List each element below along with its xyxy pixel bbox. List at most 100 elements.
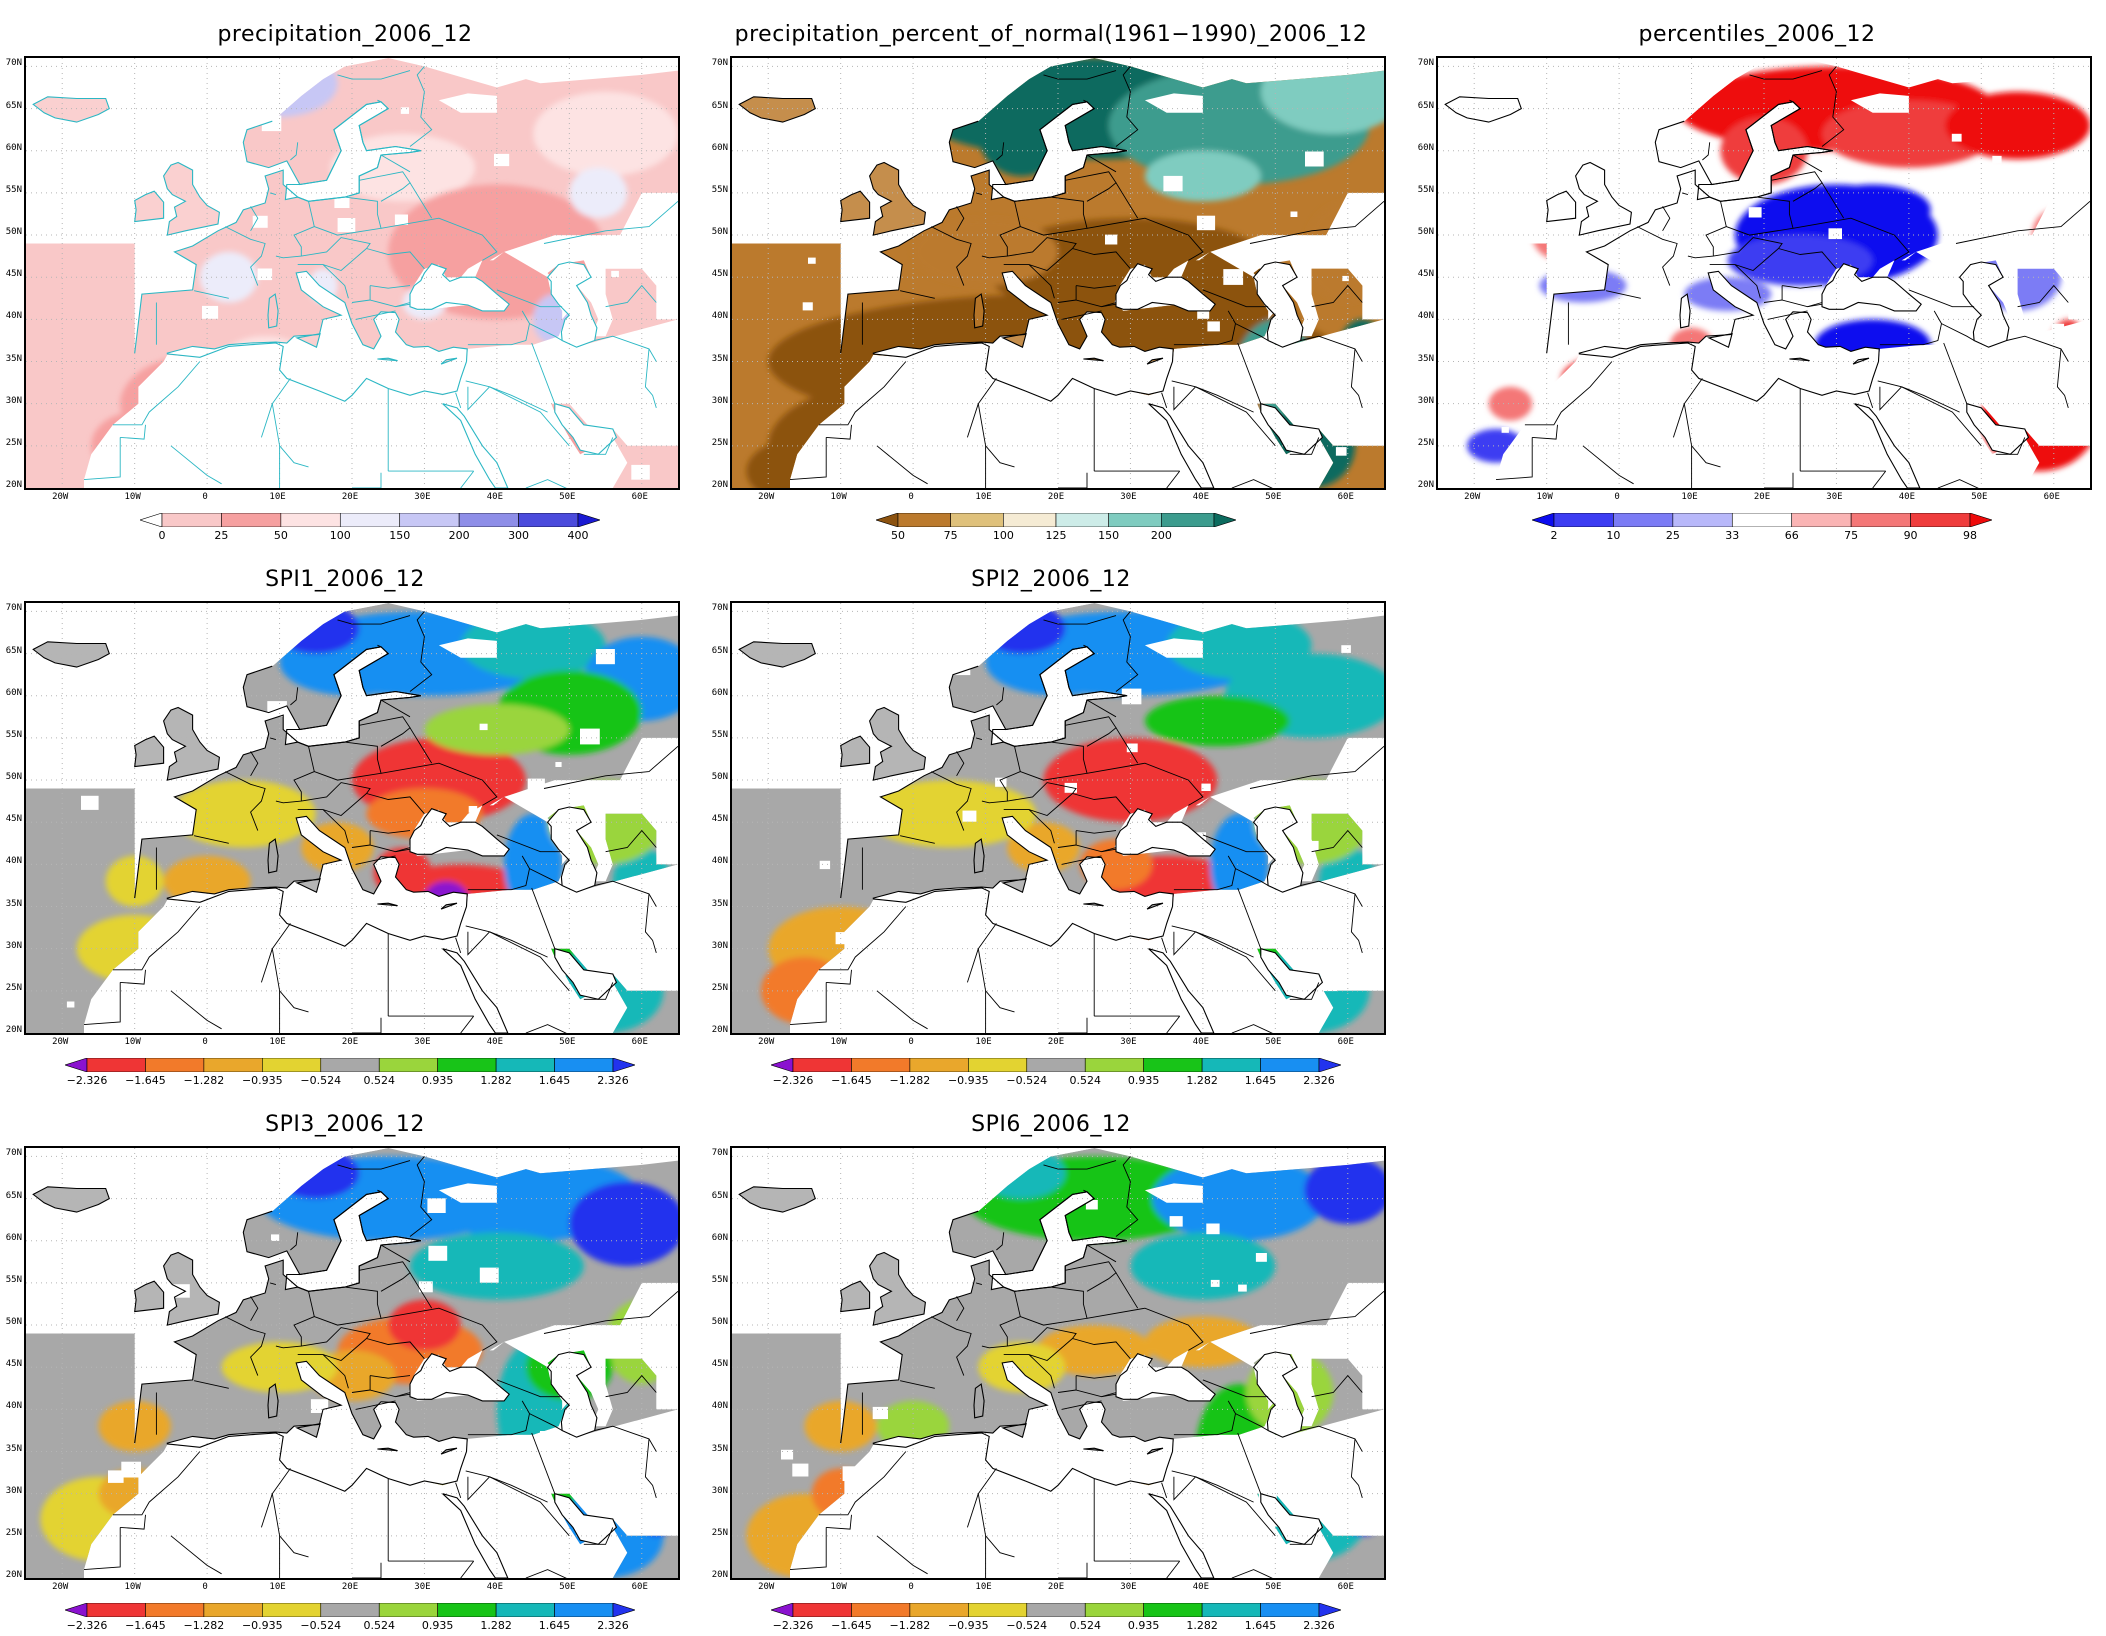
colorbar-tick-label: 75 bbox=[943, 529, 958, 542]
colorbar-swatch bbox=[1084, 1602, 1144, 1618]
no-data-cell bbox=[1105, 234, 1118, 245]
no-data-cell bbox=[1081, 896, 1097, 909]
no-data-cell bbox=[427, 1198, 446, 1213]
water-body bbox=[1438, 58, 1801, 244]
field-blob bbox=[533, 91, 678, 177]
panel-spi6: SPI6_2006_12 70N 65N 60N 55N 50N 45N 40N 35N 30N… bbox=[706, 1112, 1396, 1632]
island bbox=[268, 294, 279, 328]
no-data-cell bbox=[479, 1267, 499, 1283]
water-body bbox=[732, 603, 1095, 789]
colorbar-swatch bbox=[1260, 1057, 1320, 1073]
field-blob bbox=[1043, 737, 1218, 823]
longitude-label: 0 bbox=[202, 1037, 208, 1047]
no-data-cell bbox=[1207, 321, 1220, 332]
island bbox=[974, 294, 985, 328]
colorbar-tick-label: 100 bbox=[992, 529, 1014, 542]
colorbar-tick-label: 75 bbox=[1844, 529, 1859, 542]
latitude-label: 20N bbox=[711, 480, 728, 490]
no-data-cell bbox=[538, 475, 557, 488]
country-borders bbox=[789, 1156, 1384, 1578]
colorbar-swatches bbox=[770, 1057, 1342, 1073]
latitude-label: 35N bbox=[5, 898, 22, 909]
colorbar-swatches bbox=[875, 512, 1237, 528]
no-data-cell bbox=[1331, 938, 1347, 951]
field-blob bbox=[569, 353, 642, 421]
field-blob bbox=[294, 1502, 381, 1570]
water-body bbox=[1253, 262, 1303, 348]
panel-spi1: SPI1_2006_12 70N 65N 60N 55N 50N 45N 40N 35N 30N… bbox=[0, 567, 690, 1087]
latitude-label: 50N bbox=[711, 772, 728, 783]
map-canvas bbox=[732, 58, 1384, 488]
latitude-label: 20N bbox=[711, 1570, 728, 1580]
water-body bbox=[554, 948, 617, 1000]
field-blob bbox=[40, 1476, 157, 1562]
colorbar-swatch bbox=[437, 1602, 497, 1618]
longitude-label: 20E bbox=[1047, 492, 1065, 502]
colorbar-swatch bbox=[203, 1057, 263, 1073]
colorbar-tick-label: 150 bbox=[389, 529, 411, 542]
map-frame bbox=[24, 56, 680, 490]
latitude-label: 35N bbox=[5, 353, 22, 364]
longitude-label: 50E bbox=[1265, 1582, 1282, 1592]
map-frame bbox=[730, 601, 1386, 1035]
colorbar-tick-label: −0.935 bbox=[241, 1619, 283, 1632]
latitude-label: 20N bbox=[5, 480, 22, 490]
no-data-cell bbox=[806, 189, 814, 195]
latitude-label: 70N bbox=[5, 1148, 22, 1159]
no-data-cell bbox=[1038, 1475, 1048, 1483]
colorbar-tick-label: 0.524 bbox=[363, 1619, 395, 1632]
no-data-cell bbox=[1210, 1279, 1220, 1287]
no-data-cell bbox=[1072, 1493, 1087, 1505]
no-data-cell bbox=[1280, 1338, 1300, 1355]
colorbar-tick-label: −0.935 bbox=[241, 1074, 283, 1087]
no-data-cell bbox=[1185, 1476, 1202, 1489]
water-body bbox=[1116, 808, 1216, 856]
island bbox=[1575, 162, 1632, 236]
no-data-cell bbox=[1269, 1515, 1284, 1527]
longitude-label: 30E bbox=[1120, 1037, 1137, 1047]
water-body bbox=[547, 1352, 597, 1438]
longitude-label: 10E bbox=[269, 1582, 286, 1592]
longitude-label: 10E bbox=[975, 1037, 992, 1047]
field-blob bbox=[1333, 1451, 1384, 1536]
no-data-cell bbox=[1665, 349, 1678, 359]
no-data-cell bbox=[212, 420, 228, 432]
colorbar-tick-label: −1.282 bbox=[183, 1619, 225, 1632]
field-blob bbox=[760, 957, 848, 1025]
colorbar: −2.326 −1.645 −1.282 −0.935 −0.524 0.524 0.935… bbox=[770, 1602, 1342, 1636]
colorbar-tick-label: 50 bbox=[273, 529, 288, 542]
latitude-label: 70N bbox=[711, 603, 728, 614]
colorbar-tick-label: 0 bbox=[158, 529, 166, 542]
no-data-cell bbox=[962, 810, 977, 822]
island bbox=[974, 839, 985, 873]
no-data-cell bbox=[814, 213, 823, 220]
no-data-cell bbox=[878, 1018, 892, 1029]
latitude-label: 25N bbox=[5, 437, 22, 448]
latitude-label: 70N bbox=[1417, 58, 1434, 69]
colorbar-high-arrow bbox=[1318, 1602, 1342, 1618]
coastlines bbox=[738, 96, 1324, 488]
longitude-label: 40E bbox=[486, 492, 503, 502]
water-body bbox=[1144, 1183, 1203, 1203]
latitude-label: 65N bbox=[5, 1190, 22, 1201]
no-data-cell bbox=[1995, 385, 2011, 398]
no-data-cell bbox=[534, 1523, 543, 1530]
longitude-label: 50E bbox=[559, 1037, 576, 1047]
island bbox=[974, 1384, 985, 1418]
colorbar-swatch bbox=[897, 512, 951, 528]
colorbar-tick-label: 25 bbox=[1665, 529, 1680, 542]
no-data-cell bbox=[374, 476, 392, 488]
panel-title: percentiles_2006_12 bbox=[1638, 22, 1876, 47]
field-blob bbox=[569, 167, 628, 219]
colorbar-swatch bbox=[792, 1057, 852, 1073]
no-data-cell bbox=[2026, 170, 2046, 187]
island bbox=[1445, 96, 1522, 123]
colorbar-swatch bbox=[1026, 1057, 1086, 1073]
colorbar-swatches bbox=[1531, 512, 1993, 528]
longitude-label: 50E bbox=[559, 492, 576, 502]
no-data-cell bbox=[1121, 688, 1142, 705]
no-data-cell bbox=[1305, 151, 1324, 167]
latitude-label: 60N bbox=[711, 1232, 728, 1243]
longitude-label: 40E bbox=[1192, 1037, 1209, 1047]
colorbar-swatch bbox=[1108, 512, 1162, 528]
